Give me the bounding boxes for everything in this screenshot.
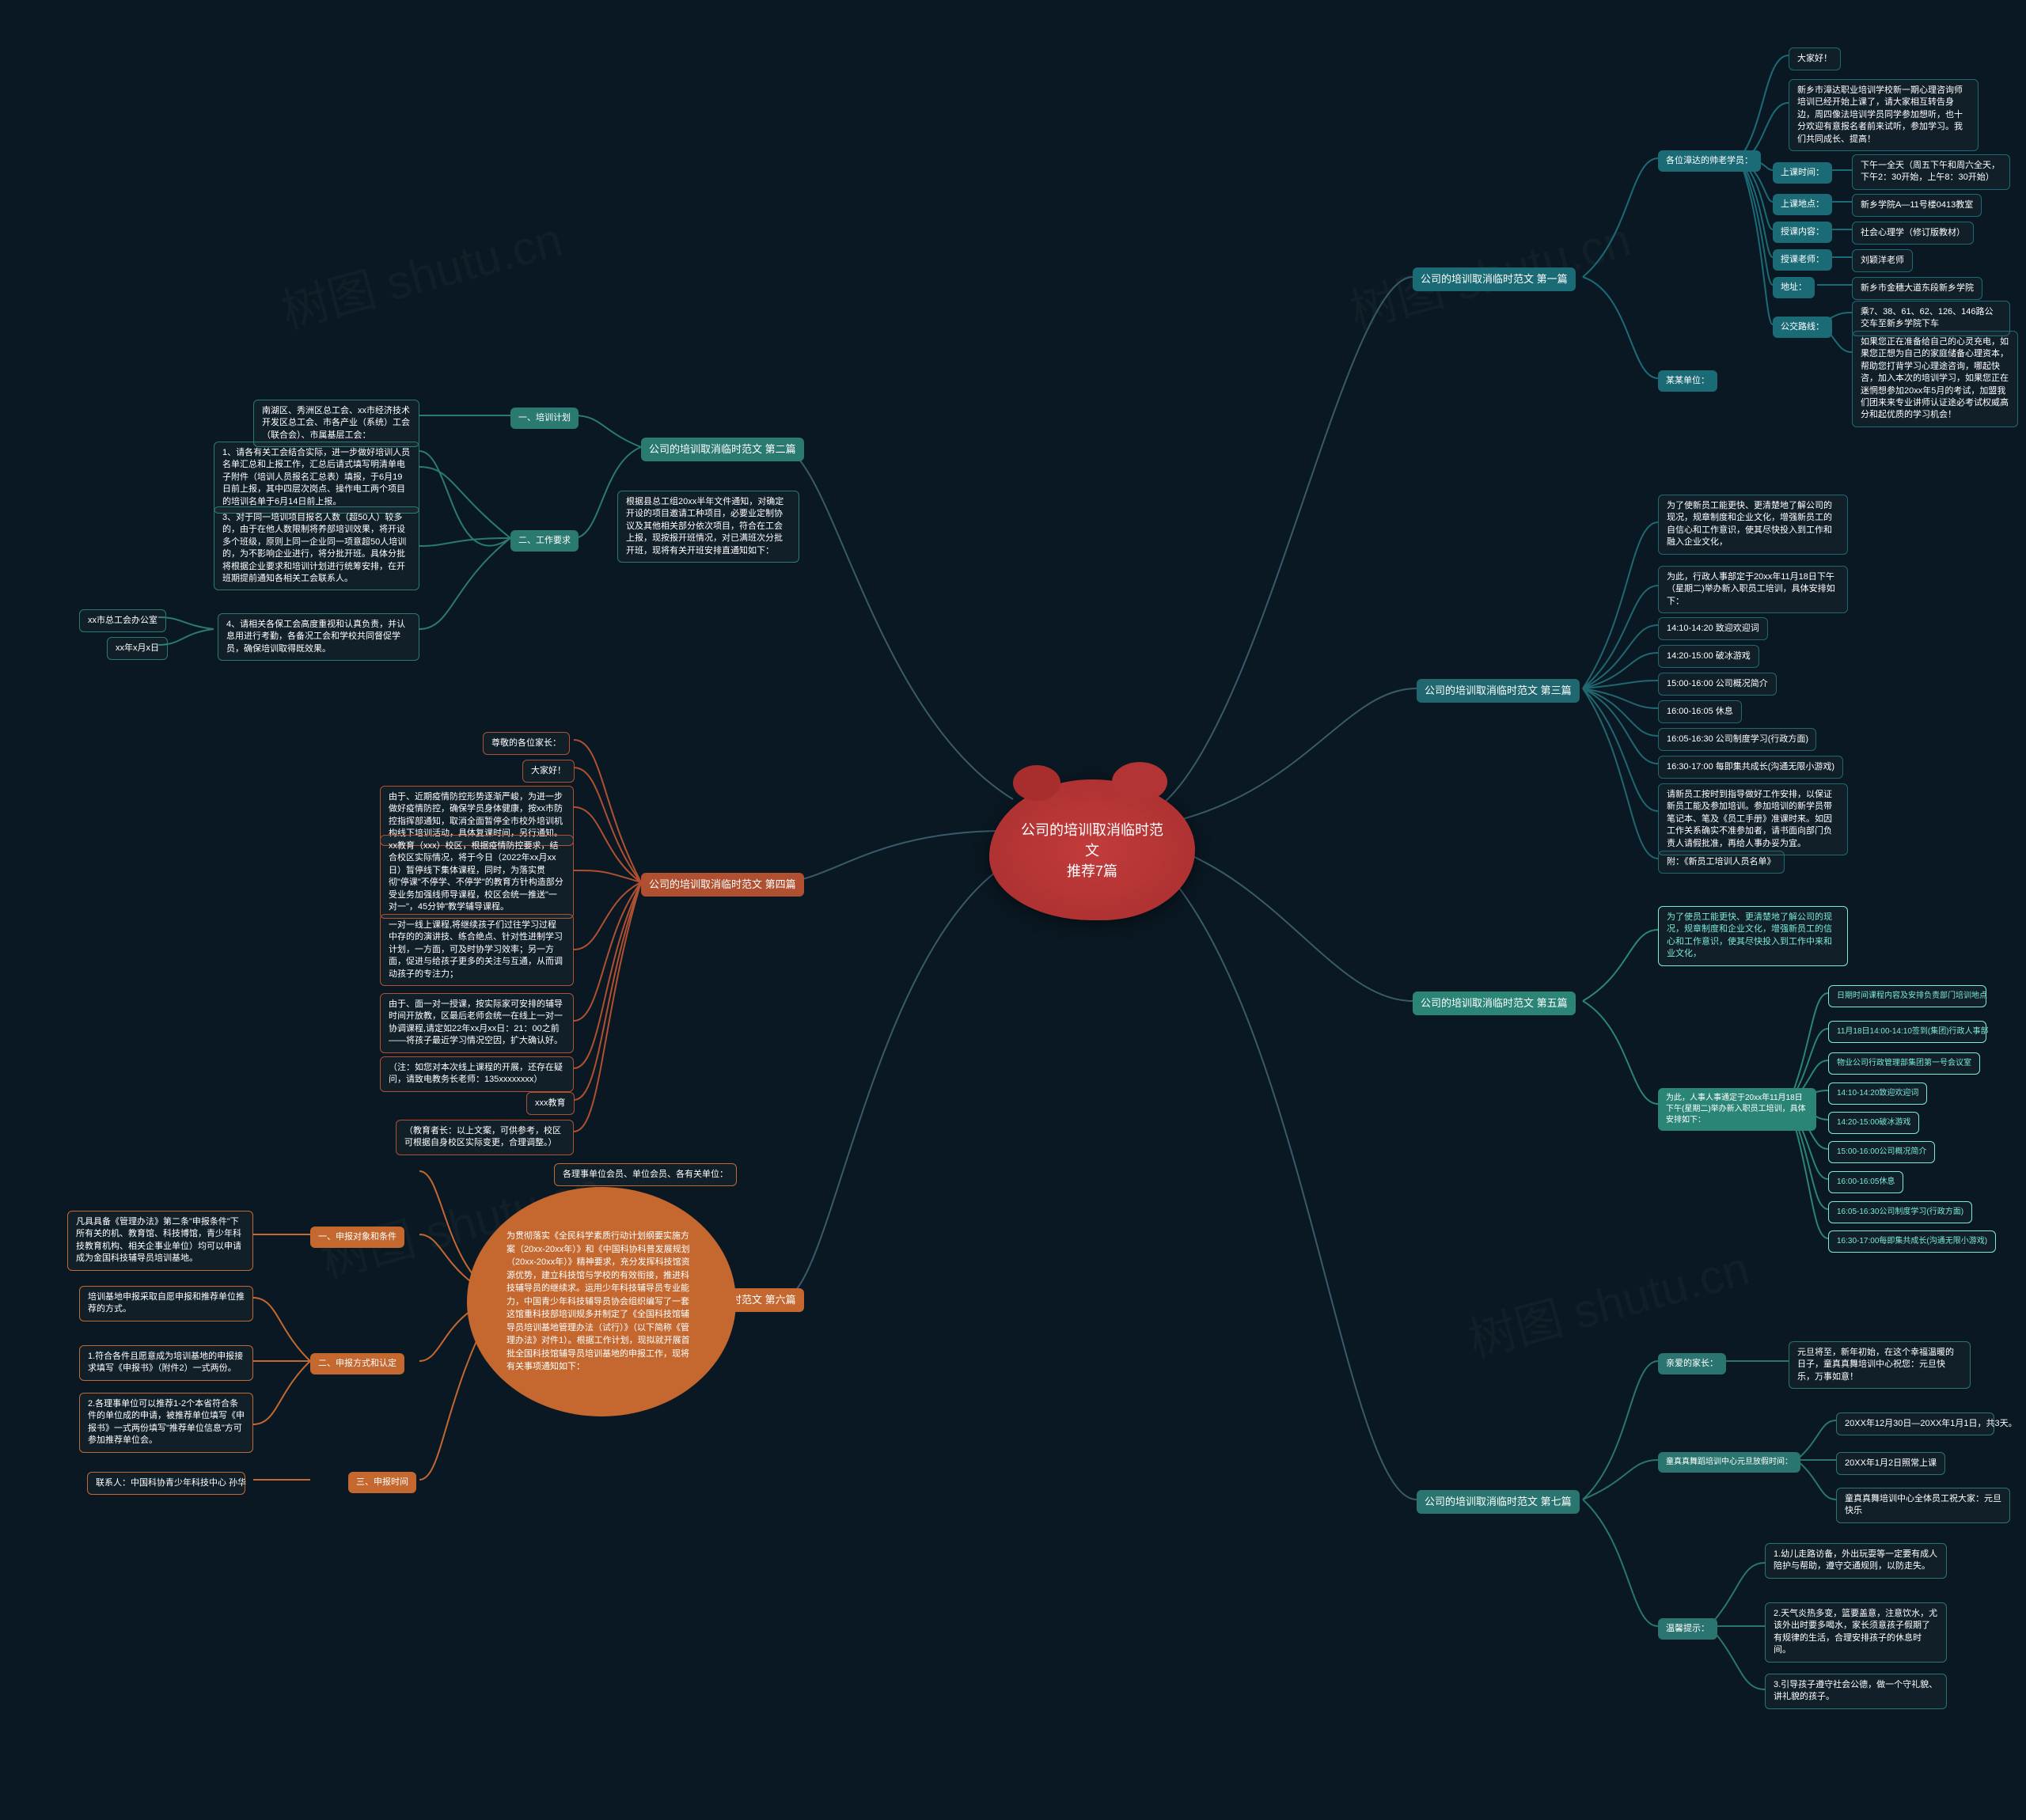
b1-bus[interactable]: 公交路线： [1773,317,1832,338]
b1-n2[interactable]: 某某单位： [1658,370,1717,392]
b2-sub1-v[interactable]: 南湖区、秀洲区总工会、xx市经济技术开发区总工会、市各产业（系统）工会（联合会）… [253,400,419,447]
b5-item[interactable]: 15:00-16:00公司概况简介 [1828,1141,1935,1163]
b6-sub2[interactable]: 二、申报方式和认定 [310,1353,404,1374]
b4-item[interactable]: 一对一线上课程,将继续孩子们过往学习过程中存的的演讲技、练合绝点、针对性进制学习… [380,914,574,986]
branch-7[interactable]: 公司的培训取消临时范文 第七篇 [1417,1490,1580,1514]
b4-item[interactable]: （注：如您对本次线上课程的开展，还存在疑问，请致电教务长老师：135xxxxxx… [380,1056,574,1092]
b1-leaf[interactable]: 大家好！ [1789,47,1841,70]
b4-item[interactable]: xx教育（xxx）校区，根据疫情防控要求，结合校区实际情况，将于今日（2022年… [380,835,574,919]
b1-grid-v[interactable]: 新乡学院A—11号楼0413教室 [1852,194,1982,217]
b2-item[interactable]: 根据县总工组20xx半年文件通知，对确定开设的项目邀请工种项目，必要业定制协议及… [617,491,799,563]
b1-grid[interactable]: 地址： [1773,277,1815,298]
b7-n2-i[interactable]: 童真真舞培训中心全体员工祝大家：元旦快乐 [1836,1488,2010,1523]
b7-n2-i[interactable]: 20XX年1月2日照常上课 [1836,1452,1945,1475]
b7-n1[interactable]: 亲爱的家长： [1658,1353,1726,1374]
b2-item[interactable]: 1、请各有关工会结合实际，进一步做好培训人员名单汇总和上报工作，汇总后请式填写明… [214,442,419,514]
b5-item[interactable]: 16:05-16:30公司制度学习(行政方面) [1828,1201,1972,1223]
branch-5[interactable]: 公司的培训取消临时范文 第五篇 [1413,992,1576,1015]
b2-sub1[interactable]: 一、培训计划 [510,408,579,429]
b3-item[interactable]: 附：《新员工培训人员名单》 [1658,851,1785,874]
b1-grid[interactable]: 授课老师： [1773,249,1832,271]
b7-n2-i[interactable]: 20XX年12月30日—20XX年1月1日，共3天。 [1836,1412,1994,1435]
center-topic[interactable]: 公司的培训取消临时范文 推荐7篇 [989,779,1195,920]
b1-grid-v[interactable]: 刘颖洋老师 [1852,249,1913,272]
b5-item[interactable]: 14:10-14:20致迎欢迎词 [1828,1083,1927,1105]
center-title: 公司的培训取消临时范文 [1021,819,1163,860]
b3-item[interactable]: 16:30-17:00 每即集共成长(沟通无限小游戏) [1658,756,1843,779]
b7-n3[interactable]: 温馨提示： [1658,1618,1717,1640]
b2-sub2[interactable]: 二、工作要求 [510,530,579,552]
b5-item[interactable]: 14:20-15:00破冰游戏 [1828,1112,1919,1134]
b6-sub3[interactable]: 三、申报时间 [348,1472,416,1493]
b7-n1-v[interactable]: 元旦将至，新年初始，在这个幸福温暖的日子，童真真舞培训中心祝您：元旦快乐，万事如… [1789,1341,1971,1389]
b1-grid-v[interactable]: 社会心理学（修订版教材） [1852,222,1974,245]
branch-4[interactable]: 公司的培训取消临时范文 第四篇 [641,873,804,897]
b3-item[interactable]: 请新员工按时到指导做好工作安排，以保证新员工能及参加培训。参加培训的新学员带笔记… [1658,783,1848,855]
b6-sub2-i[interactable]: 1.符合各件且愿意成为培训基地的申报接求填写《申报书》（附件2）一式两份。 [79,1345,253,1381]
b6-sub1-v[interactable]: 凡具具备《管理办法》第二条"申报条件"下所有关的机、教育馆、科技博馆，青少年科技… [67,1211,253,1271]
b1-leaf[interactable]: 新乡市漳达职业培训学校新一期心理咨询师培训已经开始上课了，请大家相互转告身边，周… [1789,79,1979,151]
b4-item[interactable]: 由于、面一对一授课，按实际家可安排的辅导时间开放教，区最后老师会统一在线上一对一… [380,993,574,1053]
b7-n2[interactable]: 童真真舞蹈培训中心元旦放假时间： [1658,1452,1800,1473]
b4-item[interactable]: 尊敬的各位家长： [483,732,570,755]
b3-item[interactable]: 16:00-16:05 休息 [1658,700,1742,723]
b6-sub2-i[interactable]: 培训基地申报采取自愿申报和推荐单位推荐的方式。 [79,1286,253,1321]
b7-n3-i[interactable]: 2.天气炎热多变，篮要盖意，注意饮水，尤该外出时要多喝水，家长须意孩子假期了有规… [1765,1602,1947,1663]
b5-lead[interactable]: 为此，人事人事通定于20xx年11月18日下午(星期二)举办新入职员工培训，具体… [1658,1088,1816,1131]
b1-grid-v[interactable]: 新乡市金穗大道东段新乡学院 [1852,277,1982,300]
b4-item[interactable]: 大家好！ [522,760,575,783]
b6-bubble[interactable]: 为贯彻落实《全民科学素质行动计划纲要实施方案（20xx-20xx年）》和《中国科… [467,1187,736,1416]
b2-sub3-c1[interactable]: xx市总工会办公室 [79,609,166,632]
b3-item[interactable]: 14:20-15:00 破冰游戏 [1658,645,1759,668]
b5-top[interactable]: 为了使员工能更快、更清楚地了解公司的现况，规章制度和企业文化，增强新员工的信心和… [1658,906,1848,966]
b6-sub3-v[interactable]: 联系人：中国科协青少年科技中心 孙华 [87,1472,245,1495]
b6-sub2-i[interactable]: 2.各理事单位可以推荐1-2个本省符合条件的单位成的申请，被推荐单位填写《申报书… [79,1393,253,1453]
branch-1[interactable]: 公司的培训取消临时范文 第一篇 [1413,267,1576,291]
b5-item[interactable]: 11月18日14:00-14:10签到(集团)行政人事部 [1828,1021,1986,1043]
b2-sub3-c2[interactable]: xx年x月x日 [107,637,168,660]
center-subtitle: 推荐7篇 [1021,860,1163,881]
b6-bubble-text: 为贯彻落实《全民科学素质行动计划纲要实施方案（20xx-20xx年）》和《中国科… [506,1230,696,1374]
b3-item[interactable]: 16:05-16:30 公司制度学习(行政方面) [1658,728,1816,751]
b1-grid-v[interactable]: 下午一全天（周五下午和周六全天，下午2：30开始，上午8：30开始） [1852,154,2010,190]
b4-item[interactable]: （教育者长：以上文案，可供参考，校区可根据自身校区实际变更，合理调整。） [396,1120,574,1155]
b6-sub1[interactable]: 一、申报对象和条件 [310,1227,404,1248]
b3-item[interactable]: 为了使新员工能更快、更清楚地了解公司的现况，规章制度和企业文化，增强新员工的自信… [1658,495,1848,555]
b7-n3-i[interactable]: 3.引导孩子遵守社会公德，做一个守礼貌、讲礼貌的孩子。 [1765,1674,1947,1709]
b3-item[interactable]: 14:10-14:20 致迎欢迎词 [1658,617,1768,640]
b5-item[interactable]: 日期时间课程内容及安排负责部门培训地点 [1828,985,1986,1007]
b4-item[interactable]: xxx教育 [526,1092,575,1115]
b1-grid[interactable]: 上课时间： [1773,162,1832,184]
b5-item[interactable]: 物业公司行政管理部集团第一号会议室 [1828,1052,1980,1075]
b6-n1[interactable]: 各理事单位会员、单位会员、各有关单位： [554,1163,737,1186]
b5-item[interactable]: 16:00-16:05休息 [1828,1171,1903,1193]
b2-sub3[interactable]: 4、请相关各保工会高度重视和认真负责，并认息用进行考勤，各备况工会和学校共同督促… [218,613,419,661]
b7-n3-i[interactable]: 1.幼儿走路访备，外出玩耍等一定要有成人陪护与帮助，遵守交通规则，以防走失。 [1765,1543,1947,1579]
branch-2[interactable]: 公司的培训取消临时范文 第二篇 [641,438,804,461]
b1-n1[interactable]: 各位漳达的帅老学员： [1658,150,1761,172]
b1-bus-c2[interactable]: 如果您正在准备给自己的心灵充电，如果您正想为自己的家庭储备心理资本，帮助您打背学… [1852,331,2018,427]
branch-3[interactable]: 公司的培训取消临时范文 第三篇 [1417,679,1580,703]
b1-grid[interactable]: 上课地点： [1773,194,1832,215]
b5-item[interactable]: 16:30-17:00每即集共成长(沟通无限小游戏) [1828,1230,1996,1253]
b2-item[interactable]: 3、对于同一培训项目报名人数（超50人）较多的，由于在他人数限制将养部培训效果，… [214,506,419,590]
b3-item[interactable]: 为此，行政人事部定于20xx年11月18日下午（星期二)举办新入职员工培训，具体… [1658,566,1848,613]
b3-item[interactable]: 15:00-16:00 公司概况简介 [1658,673,1777,696]
b1-grid[interactable]: 授课内容： [1773,222,1832,243]
